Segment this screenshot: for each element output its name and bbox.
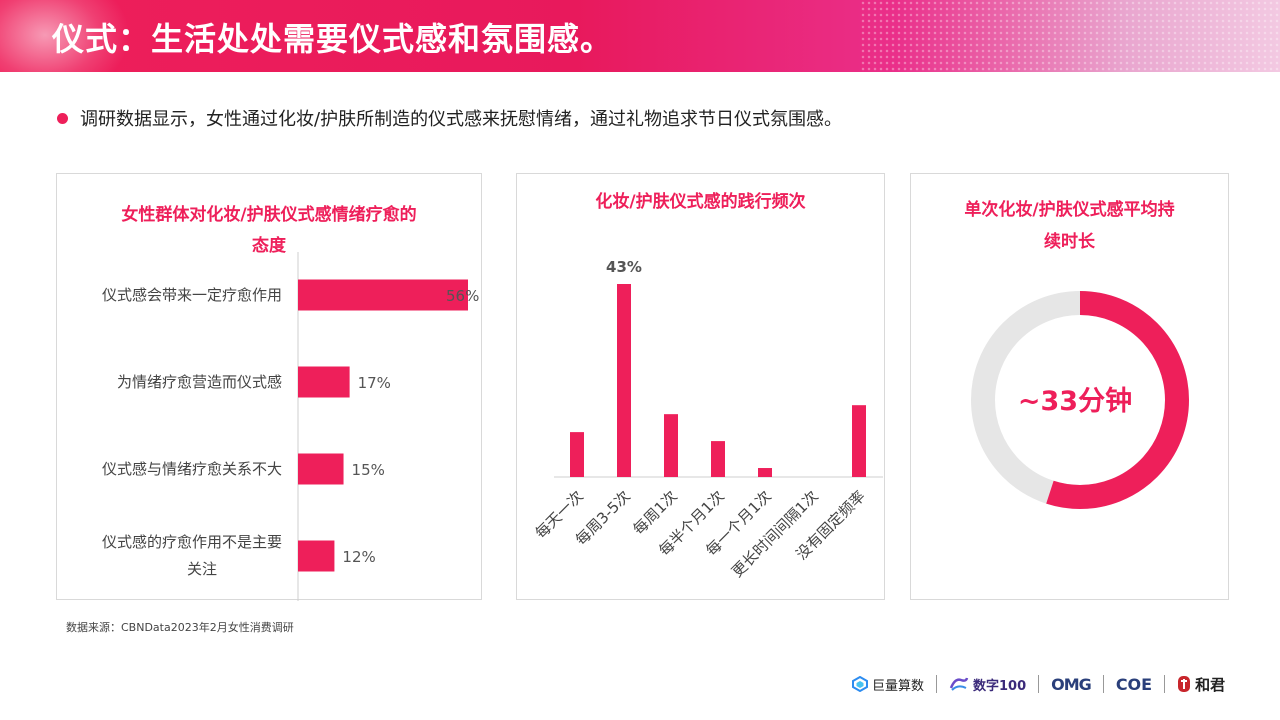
summary-bullet: 调研数据显示，女性通过化妆/护肤所制造的仪式感来抚慰情绪，通过礼物追求节日仪式氛… <box>57 106 842 130</box>
header-dots-decoration <box>860 0 1280 72</box>
hejun-seal-icon <box>1178 676 1191 692</box>
shuzi100-logo-icon <box>949 677 969 691</box>
frequency-chart-panel: 化妆/护肤仪式感的践行频次 每天一次 43% 每周3-5次 每周1次 每半个月1次 每一个… <box>516 173 885 600</box>
hbar-bar <box>298 366 350 398</box>
duration-donut-chart: ~33分钟 <box>971 291 1189 509</box>
juliang-logo-icon <box>852 676 868 692</box>
duration-chart-panel: 单次化妆/护肤仪式感平均持 续时长 ~33分钟 <box>910 173 1229 600</box>
vbar-bar <box>570 432 584 477</box>
donut-segment <box>971 291 1189 509</box>
logo-divider <box>1102 675 1104 693</box>
vbar-bar <box>852 405 866 477</box>
attitude-chart-title-line2: 态度 <box>252 236 286 256</box>
logo-divider <box>936 675 938 693</box>
page-title: 仪式：生活处处需要仪式感和氛围感。 <box>52 20 614 58</box>
hbar-bar <box>298 453 344 485</box>
vbar-bar <box>664 414 678 477</box>
attitude-chart-panel: 女性群体对化妆/护肤仪式感情绪疗愈的 态度 56% 仪式感会带来一定疗愈作用 17%… <box>56 173 482 601</box>
data-source-note: 数据来源：CBNData2023年2月女性消费调研 <box>66 621 294 634</box>
hbar-value-label: 17% <box>358 374 391 392</box>
omg-logo-text: OMG <box>1051 674 1092 694</box>
hbar-value-label: 15% <box>352 461 385 479</box>
hejun-logo-text: 和君 <box>1195 675 1226 694</box>
logo-divider <box>1038 675 1040 693</box>
duration-chart-title-line2: 续时长 <box>1044 232 1095 252</box>
frequency-chart-title: 化妆/护肤仪式感的践行频次 <box>595 192 806 212</box>
vbar-category-label: 更长时间间隔1次 <box>728 487 822 581</box>
duration-chart-title-line1: 单次化妆/护肤仪式感平均持 <box>964 200 1175 220</box>
hbar-category-label: 关注 <box>187 560 217 578</box>
shuzi100-logo: 数字100 <box>949 675 1026 694</box>
frequency-bar-chart: 每天一次43%每周3-5次每周1次每半个月1次每一个月1次更长时间间隔1次没有固… <box>532 258 883 581</box>
logo-divider <box>1164 675 1166 693</box>
partner-logos: 巨量算数 数字100 OMG COE 和君 <box>852 670 1225 698</box>
attitude-bar-chart: 56% 仪式感会带来一定疗愈作用 17% 为情绪疗愈营造而仪式感 15% 仪式感与情绪疗愈… <box>102 252 479 601</box>
hbar-category-label: 仪式感会带来一定疗愈作用 <box>102 286 282 304</box>
hejun-logo: 和君 <box>1177 674 1225 695</box>
hbar-bar <box>298 540 335 572</box>
header-flare-decoration <box>0 0 130 72</box>
hbar-value-label: 56% <box>446 287 479 305</box>
attitude-chart-title-line1: 女性群体对化妆/护肤仪式感情绪疗愈的 <box>121 205 417 225</box>
vbar-bar <box>758 468 772 477</box>
vbar-bar <box>711 441 725 477</box>
omg-logo: OMG <box>1051 674 1092 694</box>
hbar-value-label: 12% <box>342 548 375 566</box>
donut-center-label: ~33分钟 <box>1018 386 1132 417</box>
bullet-dot-icon <box>57 112 68 124</box>
shuzi100-logo-text: 数字100 <box>973 678 1027 694</box>
hbar-category-label: 仪式感与情绪疗愈关系不大 <box>102 460 282 478</box>
coe-logo-text: COE <box>1115 674 1153 694</box>
vbar-value-label: 43% <box>606 258 642 276</box>
summary-text: 调研数据显示，女性通过化妆/护肤所制造的仪式感来抚慰情绪，通过礼物追求节日仪式氛… <box>80 109 843 130</box>
hbar-category-label: 为情绪疗愈营造而仪式感 <box>117 373 282 391</box>
header-banner: 仪式：生活处处需要仪式感和氛围感。 <box>0 0 1280 72</box>
juliang-logo-text: 巨量算数 <box>872 678 925 694</box>
vbar-bar <box>617 284 631 477</box>
hbar-bar <box>298 279 468 311</box>
coe-logo: COE <box>1116 675 1152 694</box>
hbar-category-label: 仪式感的疗愈作用不是主要 <box>102 533 282 551</box>
juliang-logo: 巨量算数 <box>852 675 924 694</box>
